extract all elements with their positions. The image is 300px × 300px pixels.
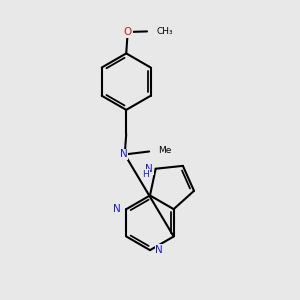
- Text: H: H: [142, 170, 149, 179]
- Text: CH₃: CH₃: [157, 27, 173, 36]
- Text: N: N: [145, 164, 153, 174]
- Text: N: N: [155, 245, 163, 255]
- Text: N: N: [120, 149, 128, 160]
- Text: Me: Me: [158, 146, 171, 154]
- Text: N: N: [113, 204, 121, 214]
- Text: O: O: [124, 27, 132, 37]
